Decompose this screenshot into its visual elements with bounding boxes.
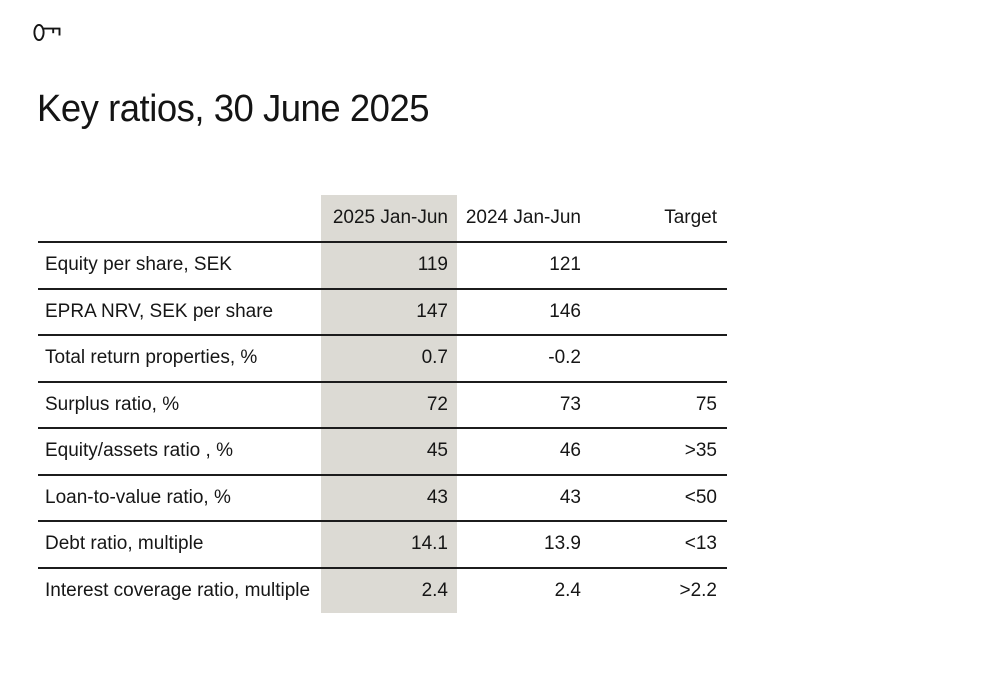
table-row: Debt ratio, multiple 14.1 13.9 <13 bbox=[38, 520, 727, 567]
highlight-column-2025 bbox=[321, 195, 457, 613]
table-row: Equity/assets ratio , % 45 46 >35 bbox=[38, 427, 727, 474]
table-row: Surplus ratio, % 72 73 75 bbox=[38, 380, 727, 428]
value-2024: 43 bbox=[559, 486, 581, 508]
value-2025: 14.1 bbox=[411, 533, 448, 555]
value-target: >2.2 bbox=[679, 579, 717, 601]
value-2024: 73 bbox=[559, 393, 581, 415]
value-2024: 146 bbox=[549, 300, 581, 322]
key-ratios-table: 2025 Jan-Jun 2024 Jan-Jun Target Equity … bbox=[38, 195, 727, 613]
table-row: Interest coverage ratio, multiple 2.4 2.… bbox=[38, 566, 727, 614]
page-title: Key ratios, 30 June 2025 bbox=[37, 88, 430, 130]
row-label: Debt ratio, multiple bbox=[45, 533, 204, 555]
value-target: <13 bbox=[684, 533, 717, 555]
key-icon bbox=[33, 23, 61, 42]
table-header-row: 2025 Jan-Jun 2024 Jan-Jun Target bbox=[38, 195, 727, 241]
row-label: EPRA NRV, SEK per share bbox=[45, 300, 274, 322]
col-header-2025: 2025 Jan-Jun bbox=[332, 207, 448, 228]
col-header-2024: 2024 Jan-Jun bbox=[465, 207, 581, 228]
table-row: Equity per share, SEK 119 121 bbox=[38, 241, 727, 288]
value-2025: 119 bbox=[417, 254, 448, 276]
table-row: Loan-to-value ratio, % 43 43 <50 bbox=[38, 473, 727, 521]
value-2024: 13.9 bbox=[544, 533, 581, 555]
value-2025: 0.7 bbox=[421, 347, 448, 369]
value-target: 75 bbox=[695, 393, 717, 415]
value-2024: 2.4 bbox=[554, 579, 581, 601]
row-label: Equity/assets ratio , % bbox=[45, 440, 233, 462]
row-label: Total return properties, % bbox=[45, 347, 258, 369]
value-2025: 45 bbox=[426, 440, 448, 462]
value-2025: 43 bbox=[426, 486, 448, 508]
value-2024: -0.2 bbox=[548, 347, 581, 369]
row-label: Interest coverage ratio, multiple bbox=[45, 579, 311, 601]
row-label: Loan-to-value ratio, % bbox=[45, 486, 231, 508]
value-2025: 72 bbox=[426, 393, 448, 415]
table-row: EPRA NRV, SEK per share 147 146 bbox=[38, 287, 727, 335]
value-target: <50 bbox=[684, 486, 717, 508]
value-target: >35 bbox=[684, 440, 717, 462]
value-2025: 2.4 bbox=[421, 579, 448, 601]
table-row: Total return properties, % 0.7 -0.2 bbox=[38, 334, 727, 381]
row-label: Surplus ratio, % bbox=[45, 393, 180, 415]
col-header-target: Target bbox=[664, 207, 717, 228]
value-2025: 147 bbox=[416, 300, 448, 322]
value-2024: 121 bbox=[549, 254, 581, 276]
value-2024: 46 bbox=[559, 440, 581, 462]
row-label: Equity per share, SEK bbox=[45, 254, 232, 276]
